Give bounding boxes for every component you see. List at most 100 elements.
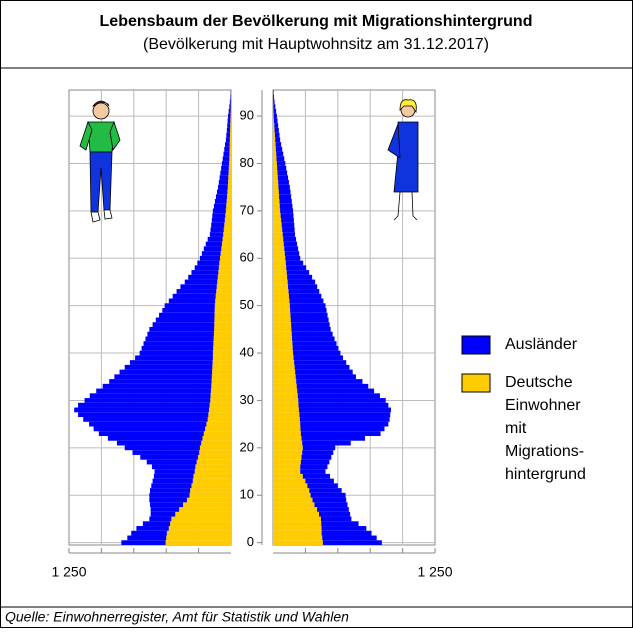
bar: [273, 152, 276, 157]
bar: [159, 313, 214, 318]
bar: [151, 507, 180, 512]
bar: [229, 152, 231, 157]
bar: [149, 517, 171, 522]
bar: [273, 474, 303, 479]
bar: [230, 128, 231, 133]
bar: [287, 275, 312, 280]
bar: [322, 526, 367, 531]
bar: [275, 133, 280, 138]
bar: [313, 498, 347, 503]
legend-label-line: mit: [505, 420, 527, 437]
bar: [149, 498, 187, 503]
bar: [273, 265, 286, 270]
bar: [282, 223, 295, 228]
bar: [153, 479, 193, 484]
bar: [317, 507, 349, 512]
bar: [197, 460, 231, 465]
bar: [229, 104, 230, 109]
legend-label-line: Migrations-: [505, 443, 584, 460]
bar: [149, 327, 214, 332]
bar: [273, 336, 292, 341]
bar: [288, 280, 315, 285]
bar: [208, 237, 223, 242]
bar: [273, 104, 275, 109]
bar: [273, 384, 297, 389]
bar: [273, 488, 309, 493]
bar: [226, 208, 231, 213]
bar: [288, 284, 317, 289]
bar: [307, 483, 337, 488]
bar: [190, 493, 231, 498]
bar: [224, 223, 231, 228]
bar: [147, 460, 197, 465]
bar: [273, 512, 319, 517]
bar: [273, 223, 282, 228]
bar: [221, 166, 229, 171]
bar: [273, 199, 279, 204]
bar: [220, 175, 229, 180]
bar: [147, 332, 213, 337]
bar: [273, 441, 302, 446]
bar: [273, 531, 322, 536]
bar: [273, 114, 274, 119]
bar: [162, 308, 214, 313]
bar: [230, 114, 231, 119]
bar: [228, 118, 231, 123]
bar: [230, 142, 231, 147]
bar: [291, 318, 329, 323]
bar: [299, 403, 389, 408]
bar: [136, 526, 168, 531]
bar: [273, 507, 317, 512]
bar: [291, 322, 329, 327]
bar: [273, 289, 289, 294]
bar: [285, 251, 299, 256]
bar: [227, 199, 231, 204]
bar: [199, 450, 231, 455]
bar: [297, 384, 369, 389]
bar: [273, 128, 275, 133]
bar: [195, 265, 219, 270]
bar: [274, 114, 277, 119]
bar: [180, 284, 216, 289]
bar: [227, 123, 230, 128]
bar: [273, 261, 286, 266]
bar: [273, 351, 293, 356]
bar: [219, 180, 228, 185]
bar: [78, 403, 210, 408]
bar: [187, 498, 231, 503]
bar: [273, 408, 299, 413]
bar: [301, 431, 381, 436]
bar: [99, 431, 204, 436]
bar: [169, 299, 215, 304]
bar: [85, 398, 211, 403]
bar: [214, 318, 231, 323]
bar: [277, 161, 285, 166]
bar: [289, 299, 323, 304]
bar: [273, 294, 289, 299]
bar: [280, 204, 293, 209]
bar: [273, 493, 311, 498]
bar: [278, 175, 288, 180]
bar: [226, 204, 231, 209]
bar: [273, 156, 276, 161]
bar: [273, 242, 284, 247]
bar: [219, 265, 231, 270]
bar: [201, 441, 231, 446]
bar: [206, 242, 222, 247]
bar: [215, 313, 231, 318]
bar: [226, 137, 230, 142]
bar: [273, 208, 280, 213]
bar: [283, 237, 296, 242]
bar: [230, 123, 231, 128]
bar: [120, 370, 213, 375]
bar: [221, 251, 231, 256]
bar: [295, 365, 350, 370]
bar: [222, 161, 229, 166]
bar: [273, 123, 274, 128]
y-tick-label: 80: [240, 155, 254, 170]
bar: [292, 332, 333, 337]
legend-label-line: hintergrund: [505, 466, 586, 483]
bar: [213, 360, 231, 365]
y-tick-label: 90: [240, 108, 254, 123]
bar: [282, 227, 294, 232]
